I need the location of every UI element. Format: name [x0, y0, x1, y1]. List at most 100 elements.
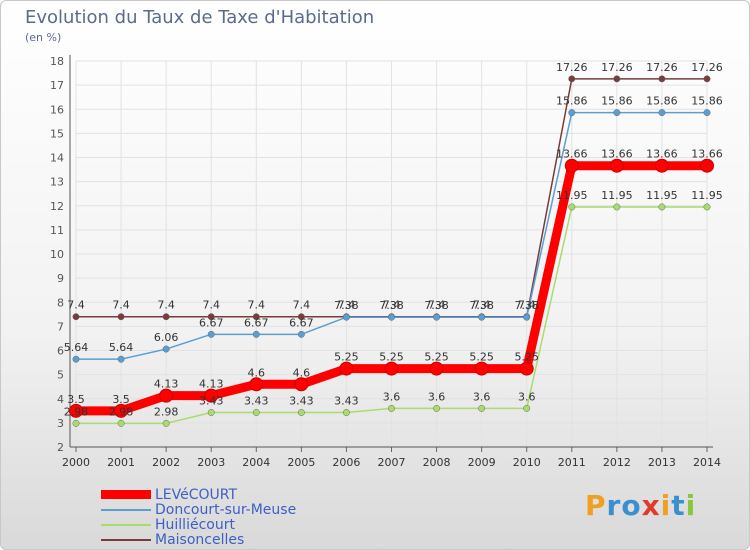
data-label: 7.38 — [514, 299, 539, 312]
data-label: 5.25 — [514, 351, 539, 364]
data-label: 6.67 — [199, 316, 224, 329]
data-point — [478, 313, 486, 321]
y-tick-label: 18 — [50, 55, 64, 68]
data-point — [658, 109, 666, 117]
data-label: 6.67 — [244, 316, 269, 329]
data-label: 4.13 — [199, 378, 224, 391]
data-label: 7.38 — [379, 299, 404, 312]
data-label: 7.4 — [202, 299, 220, 312]
x-tick-label: 2011 — [558, 456, 586, 469]
x-tick-label: 2002 — [152, 456, 180, 469]
data-label: 3.6 — [383, 390, 401, 403]
x-tick-label: 2006 — [332, 456, 360, 469]
data-point — [297, 409, 305, 416]
x-tick-label: 2014 — [693, 456, 721, 469]
data-label: 3.43 — [289, 395, 314, 408]
data-label: 3.6 — [518, 390, 536, 403]
data-label: 7.4 — [293, 299, 311, 312]
x-tick-label: 2004 — [242, 456, 270, 469]
y-tick-label: 6 — [57, 345, 64, 358]
x-tick-label: 2003 — [197, 456, 225, 469]
proxiti-logo: Proxiti — [585, 489, 697, 522]
data-label: 15.86 — [556, 95, 588, 108]
data-point — [207, 313, 215, 321]
data-point — [297, 313, 305, 321]
data-label: 3.43 — [334, 395, 359, 408]
data-point — [613, 203, 621, 211]
data-point — [474, 361, 489, 376]
data-point — [568, 203, 576, 211]
y-tick-label: 3 — [57, 417, 64, 430]
data-point — [252, 313, 260, 321]
y-tick-label: 16 — [50, 103, 64, 116]
y-tick-label: 17 — [50, 79, 64, 92]
data-label: 4.6 — [248, 366, 266, 379]
data-point — [162, 419, 170, 427]
data-point — [523, 404, 531, 412]
data-label: 4.13 — [154, 378, 179, 391]
data-point — [564, 158, 579, 173]
chart-title: Evolution du Taux de Taxe d'Habitation — [25, 7, 375, 28]
data-point — [69, 403, 83, 418]
data-point — [613, 109, 621, 117]
data-label: 6.06 — [154, 331, 179, 344]
data-point — [658, 75, 666, 83]
data-point — [703, 203, 711, 211]
data-point — [429, 361, 444, 376]
data-point — [117, 419, 125, 427]
x-tick-label: 2013 — [648, 456, 676, 469]
data-label: 5.25 — [334, 351, 359, 364]
data-label: 5.64 — [64, 341, 89, 354]
data-label: 11.95 — [601, 189, 633, 202]
data-label: 5.25 — [379, 351, 404, 364]
legend-swatch — [101, 508, 151, 511]
data-point — [388, 313, 395, 321]
legend-item: Doncourt-sur-Meuse — [101, 501, 297, 518]
data-label: 11.95 — [646, 189, 678, 202]
data-point — [204, 388, 219, 403]
x-tick-label: 2005 — [287, 456, 315, 469]
legend-label: Maisoncelles — [155, 531, 245, 548]
data-label: 17.26 — [646, 61, 678, 74]
legend-swatch — [101, 523, 151, 526]
data-label: 4.6 — [293, 366, 311, 379]
data-label: 13.66 — [601, 148, 633, 161]
data-point — [252, 330, 260, 338]
y-tick-label: 7 — [57, 320, 64, 333]
data-label: 15.86 — [601, 95, 633, 108]
data-label: 7.4 — [157, 299, 175, 312]
data-label: 7.4 — [428, 299, 446, 312]
data-point — [159, 388, 174, 403]
data-label: 15.86 — [646, 95, 678, 108]
data-point — [339, 361, 354, 376]
legend-swatch — [101, 538, 151, 541]
legend-label: Huilliécourt — [155, 516, 235, 533]
data-label: 11.95 — [691, 189, 723, 202]
y-tick-label: 10 — [50, 248, 64, 261]
y-tick-label: 5 — [57, 369, 64, 382]
x-tick-label: 2001 — [107, 456, 135, 469]
legend-item: LEVéCOURT — [101, 487, 296, 503]
data-point — [654, 158, 669, 173]
data-point — [433, 313, 441, 321]
data-point — [297, 330, 305, 338]
x-tick-label: 2007 — [378, 456, 406, 469]
y-tick-label: 15 — [50, 127, 64, 140]
x-tick-label: 2000 — [62, 456, 90, 469]
data-point — [162, 345, 170, 353]
legend-item: Huilliécourt — [101, 516, 296, 533]
data-point — [703, 109, 711, 117]
data-point — [609, 158, 624, 173]
data-label: 15.86 — [691, 95, 723, 108]
data-label: 3.43 — [199, 395, 224, 408]
x-tick-label: 2009 — [468, 456, 496, 469]
data-point — [388, 404, 395, 412]
x-tick-label: 2008 — [423, 456, 451, 469]
data-label: 17.26 — [556, 61, 588, 74]
legend-label: Doncourt-sur-Meuse — [155, 501, 297, 518]
y-tick-label: 9 — [57, 272, 64, 285]
data-label: 3.6 — [473, 390, 491, 403]
data-point — [703, 75, 711, 83]
data-label: 7.4 — [338, 299, 356, 312]
